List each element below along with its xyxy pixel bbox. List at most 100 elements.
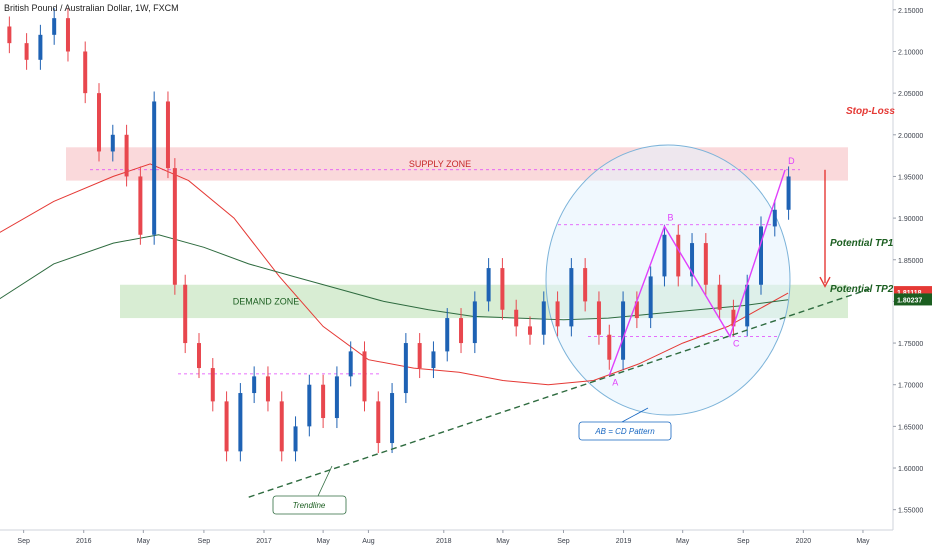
candle-body	[417, 343, 422, 369]
candle-body	[24, 43, 29, 60]
pattern-circle	[545, 144, 791, 416]
trendline-callout-label: Trendline	[293, 501, 326, 510]
candle-body	[307, 384, 312, 427]
y-tick-label: 2.10000	[898, 49, 923, 56]
candle-body	[321, 384, 326, 419]
pattern-callout-box	[578, 421, 672, 441]
candle-body	[676, 234, 681, 277]
trendline-callout-box	[272, 495, 347, 515]
candle-body	[224, 401, 229, 452]
candle-body	[97, 93, 102, 152]
x-tick-label: Sep	[737, 538, 750, 545]
candle-body	[252, 376, 257, 394]
candle-body	[52, 18, 57, 35]
price-marker-label: 1.80237	[897, 297, 922, 304]
pattern-callout-label: AB = CD Pattern	[594, 427, 655, 436]
candle-body	[183, 284, 188, 344]
x-tick-label: 2019	[616, 538, 632, 545]
candle-body	[390, 393, 395, 444]
candle-body	[165, 101, 170, 169]
candle-body	[690, 243, 695, 277]
x-tick-label: Sep	[557, 538, 570, 545]
potential-tp1-label: Potential TP1	[830, 238, 894, 249]
pattern-point-c: C	[733, 338, 740, 348]
candle-body	[38, 34, 43, 60]
potential-tp2-label: Potential TP2	[830, 284, 894, 295]
x-tick-label: May	[137, 538, 151, 545]
pattern-point-b: B	[667, 212, 673, 222]
candle-body	[293, 426, 298, 452]
candle-body	[717, 284, 722, 310]
candle-body	[514, 309, 519, 327]
candle-body	[376, 401, 381, 444]
x-tick-label: Aug	[362, 538, 375, 545]
pattern-point-a: A	[612, 378, 618, 388]
candle-body	[124, 134, 129, 177]
ab-cd-path	[608, 169, 786, 376]
candle-body	[348, 351, 353, 377]
candle-body	[786, 176, 791, 210]
candle-body	[555, 301, 560, 327]
y-tick-label: 2.15000	[898, 8, 923, 15]
candle-body	[83, 51, 88, 94]
candle-body	[334, 376, 339, 419]
candle-body	[634, 301, 639, 319]
candle-body	[362, 351, 367, 402]
candle-body	[745, 284, 750, 327]
trendline-callout-pointer	[317, 465, 333, 497]
candle-body	[772, 209, 777, 227]
candle-body	[569, 268, 574, 327]
trendline	[248, 288, 871, 498]
x-tick-label: May	[676, 538, 690, 545]
chart-title: British Pound / Australian Dollar, 1W, F…	[4, 3, 179, 13]
candle-body	[138, 176, 143, 235]
x-tick-label: Sep	[17, 538, 30, 545]
candle-body	[583, 268, 588, 302]
candle-body	[648, 276, 653, 319]
pattern-point-d: D	[788, 156, 795, 166]
x-tick-label: May	[856, 538, 870, 545]
y-tick-label: 1.90000	[898, 216, 923, 223]
moving-average-red	[0, 163, 789, 386]
candle-body	[431, 351, 436, 369]
x-tick-label: May	[316, 538, 330, 545]
candle-body	[7, 26, 12, 44]
candle-body	[621, 301, 626, 360]
candle-body	[265, 376, 270, 402]
candle-body	[172, 168, 177, 285]
x-tick-label: 2017	[256, 538, 272, 545]
candle-body	[472, 301, 477, 344]
candle-body	[486, 268, 491, 302]
y-tick-label: 1.95000	[898, 174, 923, 181]
candle-body	[110, 134, 115, 152]
y-tick-label: 2.00000	[898, 133, 923, 140]
x-tick-label: May	[496, 538, 510, 545]
candle-body	[238, 393, 243, 452]
y-tick-label: 1.75000	[898, 341, 923, 348]
candle-body	[459, 318, 464, 344]
candle-body	[527, 326, 532, 335]
candle-body	[210, 368, 215, 402]
y-tick-label: 1.70000	[898, 383, 923, 390]
y-tick-label: 1.65000	[898, 424, 923, 431]
price-marker	[894, 293, 932, 306]
candle-body	[403, 343, 408, 394]
candle-body	[541, 301, 546, 335]
candle-body	[65, 18, 70, 52]
candle-body	[662, 234, 667, 277]
candle-body	[196, 343, 201, 369]
y-tick-label: 1.55000	[898, 508, 923, 515]
moving-average-green	[0, 234, 789, 321]
candle-body	[596, 301, 601, 335]
candle-body	[731, 309, 736, 327]
pattern-callout-pointer	[621, 407, 649, 423]
x-tick-label: 2016	[76, 538, 92, 545]
candle-body	[703, 243, 708, 285]
candle-body	[500, 268, 505, 310]
candle-body	[445, 318, 450, 352]
stop-loss-label: Stop-Loss	[846, 106, 895, 117]
x-tick-label: Sep	[198, 538, 211, 545]
candle-body	[607, 334, 612, 360]
